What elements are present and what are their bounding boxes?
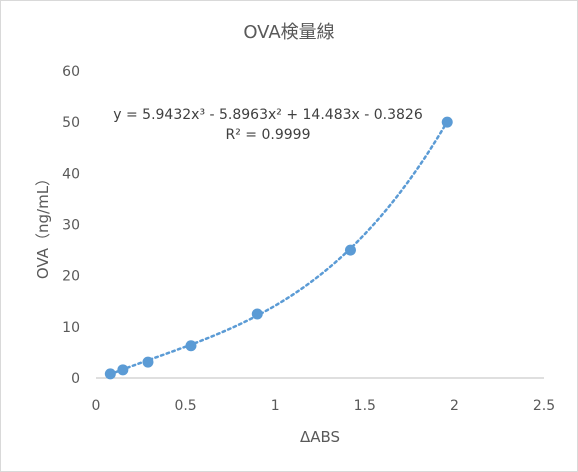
x-axis-title: ΔABS bbox=[300, 428, 340, 446]
x-tick-label: 0.5 bbox=[174, 398, 196, 414]
r-squared-label: R² = 0.9999 bbox=[226, 127, 311, 143]
y-tick-label: 50 bbox=[62, 115, 80, 131]
y-axis-title: OVA（ng/mL） bbox=[34, 171, 52, 279]
y-tick-label: 30 bbox=[62, 218, 80, 234]
chart-title: OVA検量線 bbox=[243, 22, 335, 43]
data-point bbox=[344, 244, 356, 256]
x-tick-label: 1 bbox=[271, 398, 280, 414]
x-tick-label: 1.5 bbox=[354, 398, 376, 414]
x-tick-label: 2.5 bbox=[533, 398, 555, 414]
x-tick-labels: 0 0.5 1 1.5 2 2.5 bbox=[92, 398, 556, 414]
y-tick-label: 40 bbox=[62, 166, 80, 182]
data-point bbox=[142, 356, 154, 368]
y-tick-label: 10 bbox=[62, 320, 80, 336]
y-tick-label: 20 bbox=[62, 269, 80, 285]
data-point bbox=[185, 340, 197, 352]
data-point bbox=[117, 364, 129, 376]
y-tick-label: 0 bbox=[71, 371, 80, 387]
data-point bbox=[104, 368, 116, 380]
x-tick-label: 0 bbox=[92, 398, 101, 414]
trendline-equation: y = 5.9432x³ - 5.8963x² + 14.483x - 0.38… bbox=[113, 107, 423, 123]
x-tick-label: 2 bbox=[450, 398, 459, 414]
y-tick-labels: 0 10 20 30 40 50 60 bbox=[62, 64, 80, 387]
y-tick-label: 60 bbox=[62, 64, 80, 80]
trendline bbox=[109, 120, 449, 376]
data-points bbox=[104, 116, 453, 380]
data-point bbox=[251, 308, 263, 320]
data-point bbox=[441, 116, 453, 128]
